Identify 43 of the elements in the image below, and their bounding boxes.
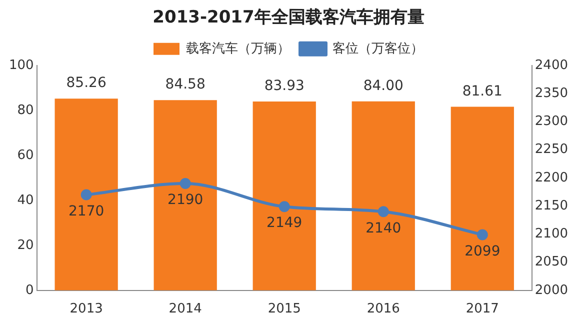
y2-tick-label: 2000 [534, 282, 568, 298]
y2-tick-label: 2300 [534, 114, 568, 130]
bar [252, 102, 316, 290]
data-label: 84.00 [363, 78, 404, 94]
data-label: 2170 [68, 203, 104, 220]
bar [352, 101, 415, 290]
data-label: 2140 [366, 220, 402, 236]
y2-tick-label: 2400 [534, 58, 568, 73]
legend-label: 载客汽车（万辆） [186, 40, 290, 56]
point [476, 229, 488, 240]
legend-label: 客位（万客位） [332, 40, 424, 56]
bar [154, 100, 217, 290]
x-tick-label: 2016 [366, 302, 400, 317]
data-label: 81.61 [462, 83, 502, 100]
y2-tick-label: 2200 [534, 170, 568, 186]
bar [54, 98, 118, 290]
y2-tick-label: 2050 [534, 254, 568, 270]
x-tick-label: 2014 [168, 302, 202, 317]
data-label: 83.93 [264, 78, 304, 94]
data-label: 85.26 [66, 75, 106, 92]
point [278, 201, 290, 212]
data-label: 2099 [464, 243, 500, 260]
y-tick-label: 20 [17, 238, 34, 253]
y2-tick-label: 2150 [534, 198, 568, 214]
chart-title: 2013-2017年全国载客汽车拥有量 [152, 8, 424, 28]
data-label: 2149 [266, 215, 302, 232]
x-tick-label: 2017 [466, 302, 499, 317]
y-tick-label: 80 [17, 102, 34, 118]
y2-tick-label: 2100 [534, 226, 568, 242]
y-tick-label: 100 [8, 58, 34, 73]
bar [450, 106, 514, 290]
y2-tick-label: 2350 [534, 86, 568, 101]
y2-tick-label: 2250 [534, 142, 568, 158]
y-tick-label: 0 [26, 282, 34, 298]
x-tick-label: 2015 [268, 302, 301, 317]
point [80, 189, 92, 200]
point [180, 178, 191, 190]
data-label: 2190 [168, 192, 204, 208]
point [378, 206, 389, 218]
x-tick-label: 2013 [70, 302, 103, 317]
data-label: 84.58 [165, 76, 206, 93]
y-tick-label: 40 [17, 192, 34, 208]
y-tick-label: 60 [17, 148, 34, 163]
